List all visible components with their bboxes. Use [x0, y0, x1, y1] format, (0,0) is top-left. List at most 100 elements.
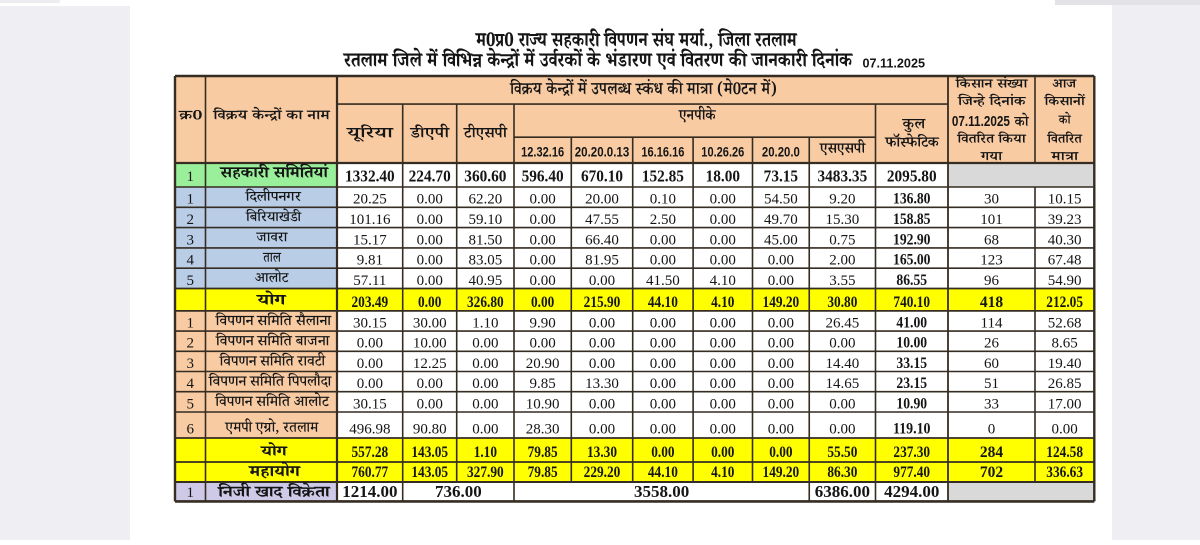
svg-text:4.10: 4.10: [710, 273, 736, 289]
svg-text:12.32.16: 12.32.16: [521, 144, 564, 160]
svg-text:0.00: 0.00: [768, 422, 794, 438]
svg-text:3: 3: [187, 232, 195, 248]
svg-text:0.00: 0.00: [589, 336, 615, 352]
svg-text:124.58: 124.58: [1046, 444, 1083, 461]
svg-text:68: 68: [984, 232, 999, 248]
svg-text:0.00: 0.00: [357, 356, 383, 372]
svg-text:23.15: 23.15: [896, 375, 927, 392]
svg-text:736.00: 736.00: [435, 482, 482, 501]
svg-text:14.65: 14.65: [826, 376, 860, 392]
svg-text:0.00: 0.00: [710, 422, 736, 438]
svg-text:1: 1: [187, 169, 195, 185]
svg-text:30.00: 30.00: [413, 316, 447, 332]
svg-text:0.00: 0.00: [768, 336, 794, 352]
svg-text:4294.00: 4294.00: [884, 482, 939, 501]
svg-text:0.00: 0.00: [472, 336, 498, 352]
svg-text:2: 2: [187, 212, 195, 228]
svg-text:47.55: 47.55: [585, 212, 619, 228]
svg-text:30: 30: [984, 192, 999, 208]
svg-text:0.75: 0.75: [829, 232, 855, 248]
svg-text:0.00: 0.00: [650, 316, 676, 332]
svg-text:18.00: 18.00: [706, 166, 740, 185]
svg-text:0.00: 0.00: [768, 396, 794, 412]
svg-text:1.10: 1.10: [472, 316, 498, 332]
svg-text:977.40: 977.40: [893, 464, 930, 481]
svg-text:40.30: 40.30: [1048, 232, 1082, 248]
svg-text:0.00: 0.00: [711, 444, 735, 461]
svg-text:0.00: 0.00: [768, 316, 794, 332]
svg-text:0.00: 0.00: [589, 273, 615, 289]
svg-text:0.00: 0.00: [417, 273, 443, 289]
svg-text:20.00: 20.00: [585, 192, 619, 208]
svg-text:123: 123: [980, 253, 1003, 269]
svg-text:192.90: 192.90: [893, 231, 931, 248]
svg-text:4: 4: [187, 376, 195, 392]
svg-text:0.00: 0.00: [417, 376, 443, 392]
svg-text:0.00: 0.00: [768, 273, 794, 289]
svg-text:20.90: 20.90: [526, 356, 560, 372]
svg-text:0.00: 0.00: [710, 192, 736, 208]
svg-text:15.17: 15.17: [353, 232, 387, 248]
svg-text:62.20: 62.20: [468, 192, 502, 208]
svg-text:10.26.26: 10.26.26: [701, 144, 744, 160]
svg-text:13.30: 13.30: [585, 376, 619, 392]
svg-text:0.00: 0.00: [769, 444, 793, 461]
svg-text:44.10: 44.10: [648, 464, 678, 481]
svg-text:557.28: 557.28: [352, 444, 389, 461]
svg-text:0.00: 0.00: [710, 396, 736, 412]
svg-text:41.00: 41.00: [896, 315, 927, 332]
svg-text:81.95: 81.95: [585, 253, 619, 269]
svg-text:336.63: 336.63: [1046, 464, 1083, 481]
svg-text:2: 2: [187, 336, 195, 352]
svg-text:0.00: 0.00: [650, 253, 676, 269]
svg-text:17.00: 17.00: [1048, 396, 1082, 412]
svg-text:20.20.0: 20.20.0: [762, 144, 800, 160]
svg-text:596.40: 596.40: [522, 166, 564, 185]
svg-text:0.00: 0.00: [710, 336, 736, 352]
svg-text:90.80: 90.80: [413, 422, 447, 438]
svg-text:9.81: 9.81: [357, 253, 383, 269]
svg-text:101: 101: [980, 212, 1003, 228]
svg-text:0.00: 0.00: [530, 253, 556, 269]
svg-text:158.85: 158.85: [893, 211, 931, 228]
svg-text:136.80: 136.80: [893, 191, 931, 208]
svg-text:0.00: 0.00: [472, 356, 498, 372]
svg-text:0.00: 0.00: [531, 294, 555, 311]
svg-text:44.10: 44.10: [648, 294, 678, 311]
svg-text:0.00: 0.00: [650, 356, 676, 372]
svg-text:0.00: 0.00: [417, 192, 443, 208]
svg-text:10.15: 10.15: [1048, 192, 1082, 208]
svg-text:54.50: 54.50: [764, 192, 798, 208]
svg-text:33: 33: [984, 396, 999, 412]
svg-text:0.00: 0.00: [472, 376, 498, 392]
svg-text:1.10: 1.10: [474, 444, 498, 461]
svg-text:10.90: 10.90: [526, 396, 560, 412]
svg-text:73.15: 73.15: [764, 166, 798, 185]
svg-text:152.85: 152.85: [642, 166, 684, 185]
svg-text:4: 4: [187, 253, 195, 269]
svg-text:52.68: 52.68: [1048, 316, 1082, 332]
svg-text:740.10: 740.10: [893, 294, 930, 311]
svg-text:3.55: 3.55: [829, 273, 855, 289]
svg-text:224.70: 224.70: [409, 166, 451, 185]
svg-text:10.90: 10.90: [896, 395, 927, 412]
svg-text:0.00: 0.00: [417, 253, 443, 269]
svg-text:0.00: 0.00: [650, 232, 676, 248]
svg-text:0.00: 0.00: [829, 396, 855, 412]
svg-text:5: 5: [187, 396, 195, 412]
svg-text:0.00: 0.00: [710, 212, 736, 228]
svg-text:0.00: 0.00: [710, 376, 736, 392]
svg-text:0.00: 0.00: [589, 316, 615, 332]
svg-text:0.00: 0.00: [357, 336, 383, 352]
svg-text:0.10: 0.10: [650, 192, 676, 208]
svg-text:0.00: 0.00: [357, 376, 383, 392]
svg-text:149.20: 149.20: [763, 464, 800, 481]
svg-text:0.00: 0.00: [768, 356, 794, 372]
svg-text:4.10: 4.10: [711, 294, 735, 311]
svg-text:0.00: 0.00: [417, 396, 443, 412]
svg-text:12.25: 12.25: [413, 356, 447, 372]
svg-text:2095.80: 2095.80: [887, 166, 937, 185]
svg-text:101.16: 101.16: [349, 212, 391, 228]
svg-text:0.00: 0.00: [768, 253, 794, 269]
svg-text:0.00: 0.00: [417, 212, 443, 228]
